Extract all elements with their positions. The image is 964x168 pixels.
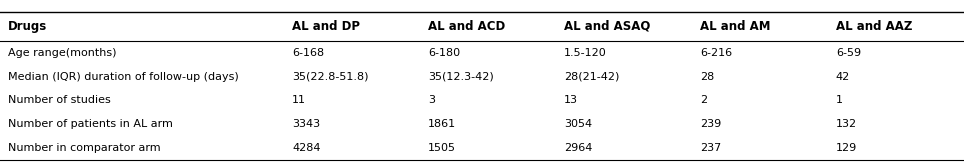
Text: 2964: 2964 [564,143,592,153]
Text: 11: 11 [292,95,307,105]
Text: 237: 237 [700,143,721,153]
Text: 132: 132 [836,119,857,129]
Text: Number of studies: Number of studies [8,95,111,105]
Text: AL and DP: AL and DP [292,20,361,33]
Text: 13: 13 [564,95,578,105]
Text: Drugs: Drugs [8,20,47,33]
Text: 3343: 3343 [292,119,320,129]
Text: Number of patients in AL arm: Number of patients in AL arm [8,119,173,129]
Text: 1.5-120: 1.5-120 [564,48,606,58]
Text: 6-216: 6-216 [700,48,732,58]
Text: Number in comparator arm: Number in comparator arm [8,143,160,153]
Text: 35(12.3-42): 35(12.3-42) [428,72,494,82]
Text: AL and AAZ: AL and AAZ [836,20,912,33]
Text: AL and ACD: AL and ACD [428,20,505,33]
Text: 2: 2 [700,95,707,105]
Text: 6-59: 6-59 [836,48,861,58]
Text: 42: 42 [836,72,850,82]
Text: 239: 239 [700,119,721,129]
Text: 3: 3 [428,95,435,105]
Text: 1861: 1861 [428,119,456,129]
Text: 3054: 3054 [564,119,592,129]
Text: 129: 129 [836,143,857,153]
Text: Age range(months): Age range(months) [8,48,117,58]
Text: AL and AM: AL and AM [700,20,770,33]
Text: 1505: 1505 [428,143,456,153]
Text: AL and ASAQ: AL and ASAQ [564,20,651,33]
Text: 35(22.8-51.8): 35(22.8-51.8) [292,72,368,82]
Text: 4284: 4284 [292,143,321,153]
Text: 6-180: 6-180 [428,48,460,58]
Text: 1: 1 [836,95,843,105]
Text: 28: 28 [700,72,714,82]
Text: 28(21-42): 28(21-42) [564,72,619,82]
Text: 6-168: 6-168 [292,48,324,58]
Text: Median (IQR) duration of follow-up (days): Median (IQR) duration of follow-up (days… [8,72,238,82]
